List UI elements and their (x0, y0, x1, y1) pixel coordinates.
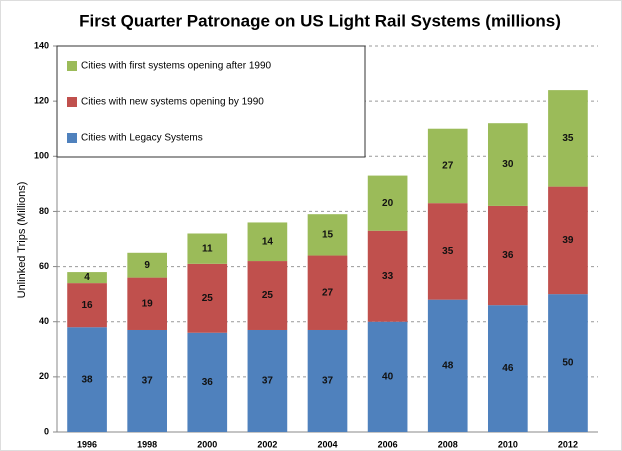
data-label: 25 (262, 290, 274, 301)
bar-segment (548, 90, 588, 187)
data-label: 39 (562, 235, 574, 246)
bar-segment (127, 277, 168, 330)
data-label: 37 (142, 376, 154, 387)
y-tick-label: 0 (44, 426, 49, 436)
bar-segment (307, 214, 348, 256)
data-label: 46 (502, 363, 514, 374)
x-tick-label: 2010 (498, 439, 518, 449)
bar-segment (127, 329, 168, 432)
data-label: 37 (322, 376, 334, 387)
bar-segment (487, 205, 528, 306)
y-tick-label: 120 (34, 96, 49, 106)
data-label: 33 (382, 271, 394, 282)
bar-segment (307, 329, 348, 432)
x-tick-label: 2006 (378, 439, 398, 449)
bar-segment (427, 299, 468, 432)
x-tick-label: 2008 (438, 439, 458, 449)
bar-segment (247, 222, 288, 262)
bar-segment (187, 233, 228, 264)
data-label: 35 (562, 133, 574, 144)
legend-label: Cities with Legacy Systems (81, 133, 203, 144)
bar-segment (427, 203, 468, 300)
chart-title: First Quarter Patronage on US Light Rail… (79, 11, 561, 30)
data-label: 48 (442, 360, 454, 371)
y-axis-label: Unlinked Trips (Millions) (16, 182, 28, 299)
y-tick-label: 100 (34, 151, 49, 161)
y-tick-label: 20 (39, 371, 49, 381)
legend-label: Cities with first systems opening after … (81, 61, 272, 72)
bar-segment (67, 272, 107, 284)
bar-segment (487, 305, 528, 432)
data-label: 15 (322, 230, 334, 241)
bar-segment (67, 327, 107, 432)
y-tick-label: 60 (39, 261, 49, 271)
x-tick-label: 2004 (317, 439, 337, 449)
legend-swatch (67, 133, 77, 143)
data-label: 19 (142, 298, 154, 309)
y-tick-label: 40 (39, 316, 49, 326)
legend-box (56, 45, 366, 158)
data-label: 9 (144, 260, 150, 271)
data-label: 4 (84, 272, 90, 283)
bar-segment (187, 332, 228, 432)
x-tick-label: 1996 (77, 439, 97, 449)
legend-swatch (67, 61, 77, 71)
bar-segment (247, 261, 288, 330)
data-label: 50 (562, 358, 574, 369)
data-label: 38 (81, 374, 93, 385)
legend-label: Cities with new systems opening by 1990 (81, 97, 264, 108)
bar-segment (247, 329, 288, 432)
bar-segment (548, 186, 588, 295)
bar-segment (187, 263, 228, 333)
bar-segment (127, 252, 168, 278)
data-label: 25 (202, 293, 214, 304)
y-tick-label: 140 (34, 40, 49, 50)
data-label: 27 (322, 287, 334, 298)
data-label: 20 (382, 198, 394, 209)
x-tick-label: 2012 (558, 439, 578, 449)
x-tick-label: 2002 (257, 439, 277, 449)
data-label: 16 (81, 300, 93, 311)
data-label: 40 (382, 371, 394, 382)
data-label: 36 (502, 250, 514, 261)
data-label: 37 (262, 376, 274, 387)
bar-segment (548, 294, 588, 432)
x-tick-label: 1998 (137, 439, 157, 449)
bar-segment (367, 175, 408, 231)
y-tick-label: 80 (39, 206, 49, 216)
data-label: 11 (202, 243, 213, 254)
data-label: 30 (502, 159, 514, 170)
x-tick-label: 2000 (197, 439, 217, 449)
data-label: 36 (202, 377, 214, 388)
bar-segment (67, 283, 107, 328)
data-label: 27 (442, 161, 454, 172)
data-label: 14 (262, 236, 274, 247)
legend-swatch (67, 97, 77, 107)
bar-segment (367, 230, 408, 322)
bar-segment (367, 321, 408, 432)
bar-segment (487, 123, 528, 206)
data-label: 35 (442, 246, 454, 257)
bar-segment (307, 255, 348, 330)
bar-segment (427, 128, 468, 204)
